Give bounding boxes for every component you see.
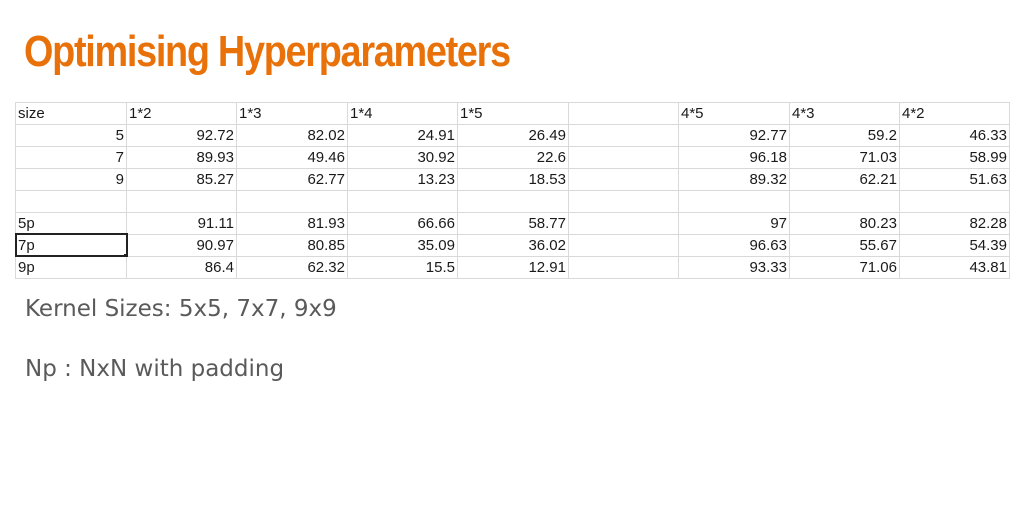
table-cell[interactable] [457,190,569,213]
header-cell[interactable]: 4*2 [899,102,1010,125]
header-cell[interactable]: size [15,102,127,125]
table-row-empty [15,190,1010,213]
table-cell[interactable] [568,211,679,235]
row-label-cell[interactable]: 7 [15,146,127,169]
table-cell[interactable] [899,190,1010,213]
table-row: 9 85.27 62.77 13.23 18.53 89.32 62.21 51… [15,168,1010,191]
table-cell[interactable]: 15.5 [347,255,458,279]
page-title: Optimising Hyperparameters [24,27,511,76]
results-table: size 1*2 1*3 1*4 1*5 4*5 4*3 4*2 5 92.72… [14,102,1010,279]
table-cell[interactable] [236,190,348,213]
table-cell[interactable]: 66.66 [347,211,458,235]
table-cell[interactable]: 26.49 [457,124,569,147]
table-cell[interactable]: 43.81 [899,255,1010,279]
table-cell[interactable]: 91.11 [126,211,237,235]
table-cell[interactable]: 62.32 [236,255,348,279]
padding-note: Np : NxN with padding [25,356,285,382]
table-cell[interactable] [789,190,900,213]
table-cell[interactable]: 13.23 [347,168,458,191]
table-cell[interactable]: 18.53 [457,168,569,191]
table-cell[interactable]: 30.92 [347,146,458,169]
table-cell[interactable]: 97 [678,211,790,235]
table-cell[interactable]: 90.97 [126,233,237,257]
table-cell[interactable]: 96.18 [678,146,790,169]
row-label-cell[interactable]: 5 [15,124,127,147]
table-cell[interactable]: 58.77 [457,211,569,235]
table-cell[interactable]: 89.93 [126,146,237,169]
table-row: 7p 90.97 80.85 35.09 36.02 96.63 55.67 5… [14,233,1010,257]
table-cell[interactable]: 54.39 [899,233,1010,257]
table-row: 5p 91.11 81.93 66.66 58.77 97 80.23 82.2… [15,211,1010,235]
table-cell[interactable]: 93.33 [678,255,790,279]
table-cell[interactable]: 96.63 [678,233,790,257]
table-cell[interactable]: 24.91 [347,124,458,147]
header-cell[interactable]: 1*3 [236,102,348,125]
table-cell[interactable] [568,168,679,191]
table-cell[interactable]: 51.63 [899,168,1010,191]
table-cell[interactable] [568,124,679,147]
row-label-cell[interactable]: 9p [15,255,127,279]
header-cell[interactable]: 1*4 [347,102,458,125]
table-cell[interactable] [568,255,679,279]
table-cell[interactable] [347,190,458,213]
header-cell[interactable] [568,102,679,125]
table-row: 5 92.72 82.02 24.91 26.49 92.77 59.2 46.… [15,124,1010,147]
table-row: 9p 86.4 62.32 15.5 12.91 93.33 71.06 43.… [15,255,1010,279]
table-cell[interactable]: 86.4 [126,255,237,279]
kernel-sizes-note: Kernel Sizes: 5x5, 7x7, 9x9 [25,296,337,322]
header-cell[interactable]: 1*5 [457,102,569,125]
row-label-cell[interactable]: 9 [15,168,127,191]
table-cell[interactable]: 80.85 [236,233,348,257]
table-cell[interactable]: 62.21 [789,168,900,191]
table-row: 7 89.93 49.46 30.92 22.6 96.18 71.03 58.… [15,146,1010,169]
table-cell[interactable]: 85.27 [126,168,237,191]
table-cell[interactable]: 71.03 [789,146,900,169]
table-cell[interactable]: 92.77 [678,124,790,147]
table-cell[interactable]: 71.06 [789,255,900,279]
selected-cell[interactable]: 7p [14,233,128,257]
header-cell[interactable]: 4*3 [789,102,900,125]
header-cell[interactable]: 1*2 [126,102,237,125]
table-cell[interactable] [126,190,237,213]
table-cell[interactable]: 89.32 [678,168,790,191]
table-cell[interactable]: 80.23 [789,211,900,235]
table-cell[interactable]: 58.99 [899,146,1010,169]
table-cell[interactable]: 49.46 [236,146,348,169]
table-cell[interactable] [568,146,679,169]
table-header-row: size 1*2 1*3 1*4 1*5 4*5 4*3 4*2 [15,102,1010,125]
table-cell[interactable]: 81.93 [236,211,348,235]
table-cell[interactable]: 46.33 [899,124,1010,147]
row-label-cell[interactable]: 5p [15,211,127,235]
table-cell[interactable] [568,233,679,257]
table-cell[interactable]: 12.91 [457,255,569,279]
table-cell[interactable]: 35.09 [347,233,458,257]
table-cell[interactable]: 36.02 [457,233,569,257]
table-cell[interactable]: 62.77 [236,168,348,191]
table-cell[interactable]: 59.2 [789,124,900,147]
table-cell[interactable] [15,190,127,213]
table-cell[interactable]: 82.02 [236,124,348,147]
table-cell[interactable]: 55.67 [789,233,900,257]
table-cell[interactable] [568,190,679,213]
table-cell[interactable]: 82.28 [899,211,1010,235]
table-cell[interactable]: 92.72 [126,124,237,147]
table-cell[interactable] [678,190,790,213]
header-cell[interactable]: 4*5 [678,102,790,125]
table-cell[interactable]: 22.6 [457,146,569,169]
